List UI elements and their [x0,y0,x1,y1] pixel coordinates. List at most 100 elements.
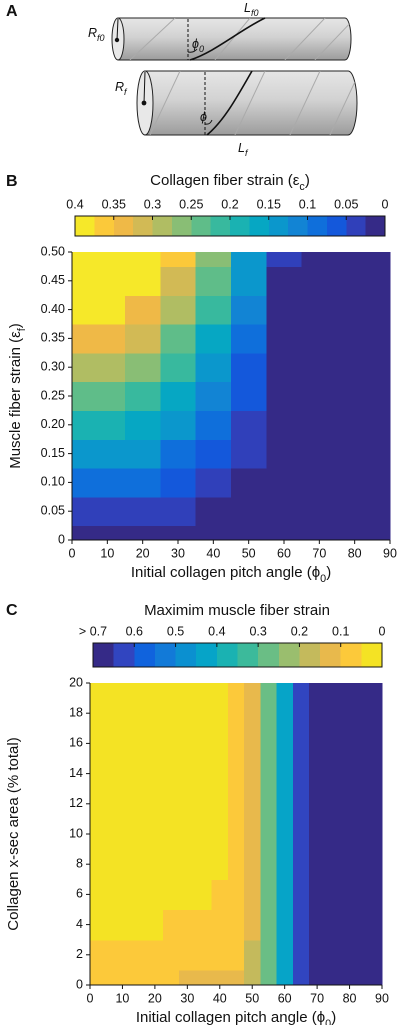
contour-cell [231,352,267,383]
colorbar-tick-label: 0.1 [299,197,316,211]
y-tick-label: 0.45 [41,273,65,287]
y-tick-label: 6 [76,887,83,901]
contour-cell [125,410,161,440]
contour-cell [98,683,115,699]
x-axis-label: Initial collagen pitch angle (ϕ0) [136,1009,336,1025]
contour-cell [114,698,132,729]
contour-cell [195,879,213,911]
contour-cell [72,468,91,498]
contour-cell [244,728,261,760]
x-tick-label: 80 [343,991,357,1005]
contour-cell [341,683,359,699]
y-tick-label: 0.35 [41,331,65,345]
colorbar-swatch [340,643,362,667]
contour-cell [195,496,232,527]
colorbar-title-part: Maximim muscle fiber strain [144,602,330,619]
y-tick-label: 12 [69,796,83,810]
contour-cell [244,758,261,790]
contour-cell [89,439,126,469]
y-axis-label-part: ) [7,323,24,328]
contour-cell [357,758,375,790]
contour-cell [301,352,338,383]
contour-cell [130,879,148,911]
contour-cell [179,728,197,760]
contour-cell [98,758,115,790]
contour-cell [231,252,267,267]
contour-cell [160,252,197,267]
contour-cell [114,849,132,880]
x-tick-label: 40 [206,546,220,560]
contour-cell [309,909,326,941]
contour-cell [195,410,232,440]
contour-cell [89,252,126,267]
contour-cell [89,352,126,383]
contour-cell [337,295,373,325]
contour-cell [341,879,359,911]
x-axis-label-part: 0 [325,1018,331,1025]
contour-cell [179,698,197,729]
colorbar-swatch [171,216,192,236]
contour-cell [373,758,383,790]
contour-cell [292,728,310,760]
contour-cell [309,969,326,986]
colorbar-tick-label: 0.2 [291,624,308,638]
contour-cell [357,879,375,911]
colorbar-swatch [258,643,280,667]
contour-cell [260,879,278,911]
contour-cell [301,381,338,411]
contour-cell [179,849,197,880]
contour-cell [211,939,229,971]
contour-cell [373,698,383,729]
contour-cell [341,758,359,790]
contour-cell [301,468,338,498]
diagram-label-part: R [115,80,124,94]
contour-cell [130,818,148,850]
x-axis-label-part: ) [326,564,331,581]
contour-cell [325,698,343,729]
contour-cell [125,352,161,383]
contour-cell [372,468,391,498]
contour-cell [373,879,383,911]
contour-cell [89,381,126,411]
contour-cell [266,496,303,527]
colorbar-frame [92,642,383,668]
contour-cell [231,496,267,527]
y-axis-label-part: f [16,327,28,331]
contour-cell [341,698,359,729]
contour-cell [325,879,343,911]
colorbar-swatch [361,643,383,667]
contour-cell [341,909,359,941]
contour-cell [160,381,197,411]
diagram-label-part: f0 [251,8,259,18]
contour-cell [130,788,148,820]
contour-cell [146,939,164,971]
contour-cell [292,969,310,986]
diagram-label: ϕ0 [192,37,204,54]
contour-cell [357,728,375,760]
contour-cell [260,758,278,790]
contour-cell [72,352,91,383]
y-tick-label: 0.25 [41,388,65,402]
contour-cell [341,728,359,760]
contour-cell [179,788,197,820]
contour-cell [195,525,232,541]
contour-cell [373,849,383,880]
contour-cell [341,818,359,850]
diagram-label: Rf [115,80,128,97]
x-axis-label: Initial collagen pitch angle (ϕ0) [131,564,331,585]
contour-cell [372,381,391,411]
contour-cell [163,939,180,971]
colorbar-tick-label: 0.3 [144,197,161,211]
y-tick-label: 0 [76,977,83,991]
contour-cell [357,939,375,971]
y-tick-label: 0.15 [41,446,65,460]
colorbar-swatch [133,216,153,236]
contour-cell [372,266,391,296]
contour-cell [292,683,310,699]
x-tick-label: 20 [148,991,162,1005]
contour-cell [146,683,164,699]
contour-cell [98,788,115,820]
colorbar-tick-label: 0 [382,197,389,211]
contour-cell [114,728,132,760]
